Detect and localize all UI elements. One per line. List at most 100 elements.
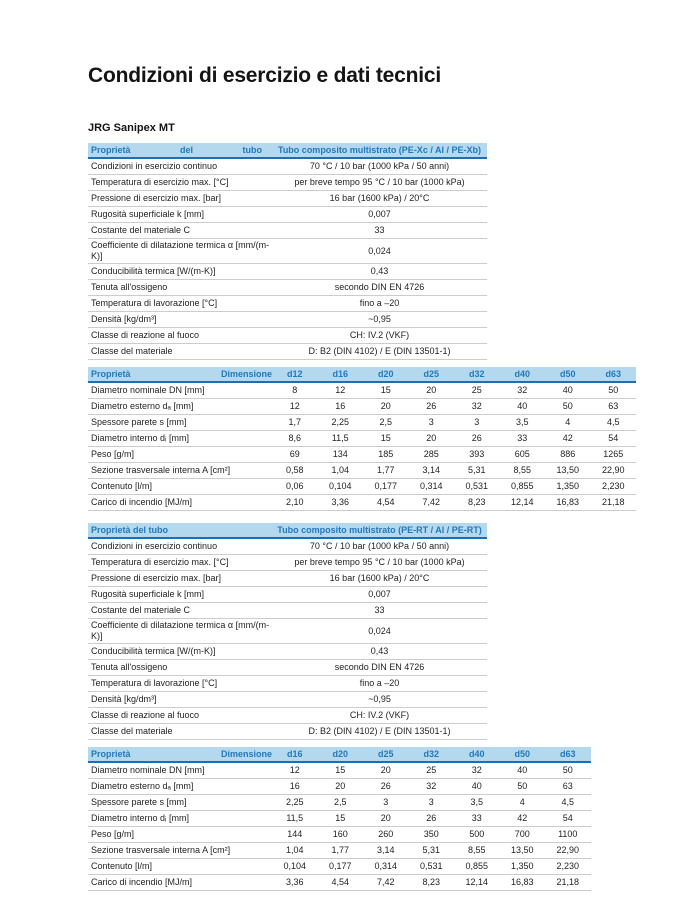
dimension-value: 33 xyxy=(471,813,482,823)
table-row: Spessore parete s [mm] 2,25 2,5 3 3 3,5 4 4,5 xyxy=(88,795,591,811)
table-row: Rugosità superficiale k [mm] 0,007 xyxy=(88,587,487,603)
property-label: Temperatura di esercizio max. [°C] xyxy=(91,557,229,567)
dimension-value: 1265 xyxy=(603,449,624,459)
dimension-value: 20 xyxy=(426,385,437,395)
table-row: Rugosità superficiale k [mm] 0,007 xyxy=(88,207,487,223)
property-label: Condizioni in esercizio continuo xyxy=(91,541,218,551)
table-header-material: Tubo composito multistrato (PE-RT / Al /… xyxy=(277,524,482,535)
property-label: Coefficiente di dilatazione termica α [m… xyxy=(91,620,270,641)
dimension-value: 4,54 xyxy=(376,497,395,507)
property-label: Condizioni in esercizio continuo xyxy=(91,161,218,171)
property-label: Tenuta all'ossigeno xyxy=(91,282,168,292)
property-value: 70 °C / 10 bar (1000 kPa / 50 anni) xyxy=(309,541,450,551)
property-label: Pressione di esercizio max. [bar] xyxy=(91,573,222,583)
dimension-value: 32 xyxy=(471,765,482,775)
table-row: Classe del materiale D: B2 (DIN 4102) / E… xyxy=(88,344,487,360)
table-row: Sezione trasversale interna A [cm²] 1,04 1… xyxy=(88,843,591,859)
property-label: Sezione trasversale interna A [cm²] xyxy=(91,845,231,855)
dimension-value: 42 xyxy=(517,813,528,823)
dimension-value: 0,104 xyxy=(328,481,352,491)
dimension-value: 33 xyxy=(517,433,528,443)
dimension-value: 8 xyxy=(292,385,298,395)
dimension-value: 3,36 xyxy=(331,497,350,507)
dimension-value: 32 xyxy=(471,401,482,411)
property-label: Temperatura di esercizio max. [°C] xyxy=(91,177,229,187)
dimension-column-header: d25 xyxy=(377,748,394,759)
property-label: Tenuta all'ossigeno xyxy=(91,662,168,672)
dimension-value: 1,350 xyxy=(556,481,580,491)
dimension-value: 886 xyxy=(560,449,576,459)
dimension-value: 0,177 xyxy=(328,861,352,871)
dimension-value: 3,5 xyxy=(470,797,483,807)
table-row: Contenuto [l/m] 0,06 0,104 0,177 0,314 0,531 0… xyxy=(88,479,636,495)
header-word: tubo xyxy=(242,144,263,155)
dimension-column-header: d32 xyxy=(423,748,439,759)
dimension-value: 21,18 xyxy=(556,877,580,887)
property-label: Densità [kg/dm³] xyxy=(91,694,157,704)
table-row: Diametro interno dᵢ [mm] 8,6 11,5 15 20 26 33 4… xyxy=(88,431,636,447)
property-value: D: B2 (DIN 4102) / E (DIN 13501-1) xyxy=(308,726,451,736)
dimension-value: 2,25 xyxy=(285,797,304,807)
dimension-column-headers: d12 d16 d20 d25 d32 d40 d50 d63 xyxy=(272,369,636,380)
property-value: secondo DIN EN 4726 xyxy=(334,282,425,292)
dimension-value: 32 xyxy=(426,781,437,791)
dimension-column-header: d16 xyxy=(332,368,348,379)
table-row: Conducibilità termica [W/(m-K)] 0,43 xyxy=(88,644,487,660)
dimension-value: 2,5 xyxy=(333,797,347,807)
dimension-value: 12 xyxy=(289,401,300,411)
table-row: Temperatura di lavorazione [°C] fino a –2… xyxy=(88,676,487,692)
table-header: Proprietà del tubo Tubo composito multis… xyxy=(88,523,487,539)
dimension-value: 0,855 xyxy=(465,861,489,871)
dimension-value: 8,55 xyxy=(513,465,532,475)
dimension-value: 42 xyxy=(562,433,573,443)
dimension-value: 0,531 xyxy=(419,861,443,871)
dimension-value: 40 xyxy=(517,401,528,411)
dimension-value: 20 xyxy=(335,781,346,791)
table-row: Classe del materiale D: B2 (DIN 4102) / E… xyxy=(88,724,487,740)
dimension-value: 2,230 xyxy=(556,861,580,871)
dimension-value: 12,14 xyxy=(465,877,489,887)
dimension-value: 11,5 xyxy=(331,433,349,443)
property-label: Conducibilità termica [W/(m-K)] xyxy=(91,646,216,656)
dimension-value: 5,31 xyxy=(422,845,441,855)
dimensions-table-pexc: Proprietà Dimensione d12 d16 d20 d25 d32 d40 d… xyxy=(88,367,636,511)
dimension-value: 7,42 xyxy=(376,877,395,887)
dimension-value: 393 xyxy=(469,449,485,459)
dimension-value: 500 xyxy=(469,829,485,839)
dimension-value: 26 xyxy=(380,781,391,791)
property-label: Classe di reazione al fuoco xyxy=(91,330,200,340)
dimension-value: 16 xyxy=(289,781,300,791)
dimension-value: 63 xyxy=(562,781,573,791)
dimension-value: 8,55 xyxy=(467,845,486,855)
dimension-value: 54 xyxy=(562,813,573,823)
dimension-value: 20 xyxy=(380,401,391,411)
table-row: Coefficiente di dilatazione termica α [m… xyxy=(88,619,487,644)
header-dimension-label: Dimensione xyxy=(220,368,272,379)
table-row: Condizioni in esercizio continuo 70 °C / … xyxy=(88,159,487,175)
product-name-heading: JRG Sanipex MT xyxy=(88,122,175,134)
dimension-column-header: d25 xyxy=(423,368,439,379)
dimension-value: 12 xyxy=(289,765,300,775)
dimension-value: 25 xyxy=(471,385,482,395)
property-value: fino a –20 xyxy=(359,678,400,688)
property-label: Coefficiente di dilatazione termica α [m… xyxy=(91,240,270,261)
dimension-column-headers: d16 d20 d25 d32 d40 d50 d63 xyxy=(272,749,591,760)
property-value: 0,007 xyxy=(368,209,391,219)
dimension-value: 1,77 xyxy=(331,845,350,855)
property-value: 0,43 xyxy=(370,266,389,276)
property-label: Contenuto [l/m] xyxy=(91,481,153,491)
property-value: CH: IV.2 (VKF) xyxy=(349,710,410,720)
dimension-column-header: d50 xyxy=(514,748,530,759)
dimension-value: 350 xyxy=(423,829,439,839)
dimension-value: 3 xyxy=(474,417,480,427)
dimension-column-header: d40 xyxy=(468,748,485,759)
dimension-value: 15 xyxy=(380,385,391,395)
dimension-value: 69 xyxy=(289,449,300,459)
dimension-value: 144 xyxy=(287,829,303,839)
property-label: Pressione di esercizio max. [bar] xyxy=(91,193,222,203)
dimension-value: 185 xyxy=(378,449,394,459)
dimension-value: 1,7 xyxy=(288,417,301,427)
dimension-value: 22,90 xyxy=(601,465,625,475)
dimension-value: 63 xyxy=(608,401,619,411)
dimension-value: 13,50 xyxy=(510,845,534,855)
